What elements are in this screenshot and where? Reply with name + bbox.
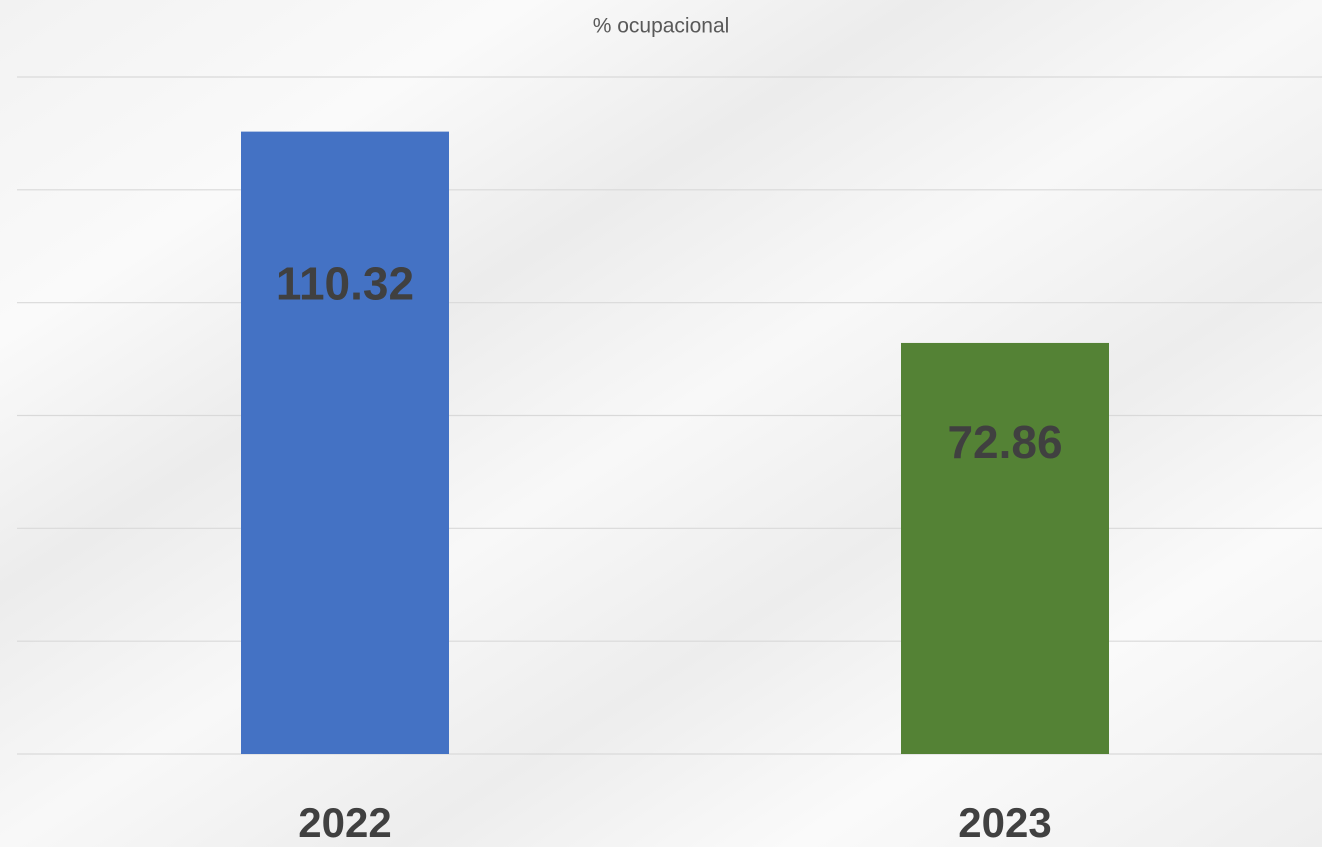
chart-title: % ocupacional <box>593 15 730 38</box>
value-label: 72.86 <box>947 416 1062 468</box>
value-label: 110.32 <box>276 257 414 309</box>
x-tick-label: 2022 <box>298 799 391 846</box>
bar <box>241 131 449 754</box>
bar <box>901 342 1109 754</box>
x-tick-label: 2023 <box>958 799 1051 846</box>
